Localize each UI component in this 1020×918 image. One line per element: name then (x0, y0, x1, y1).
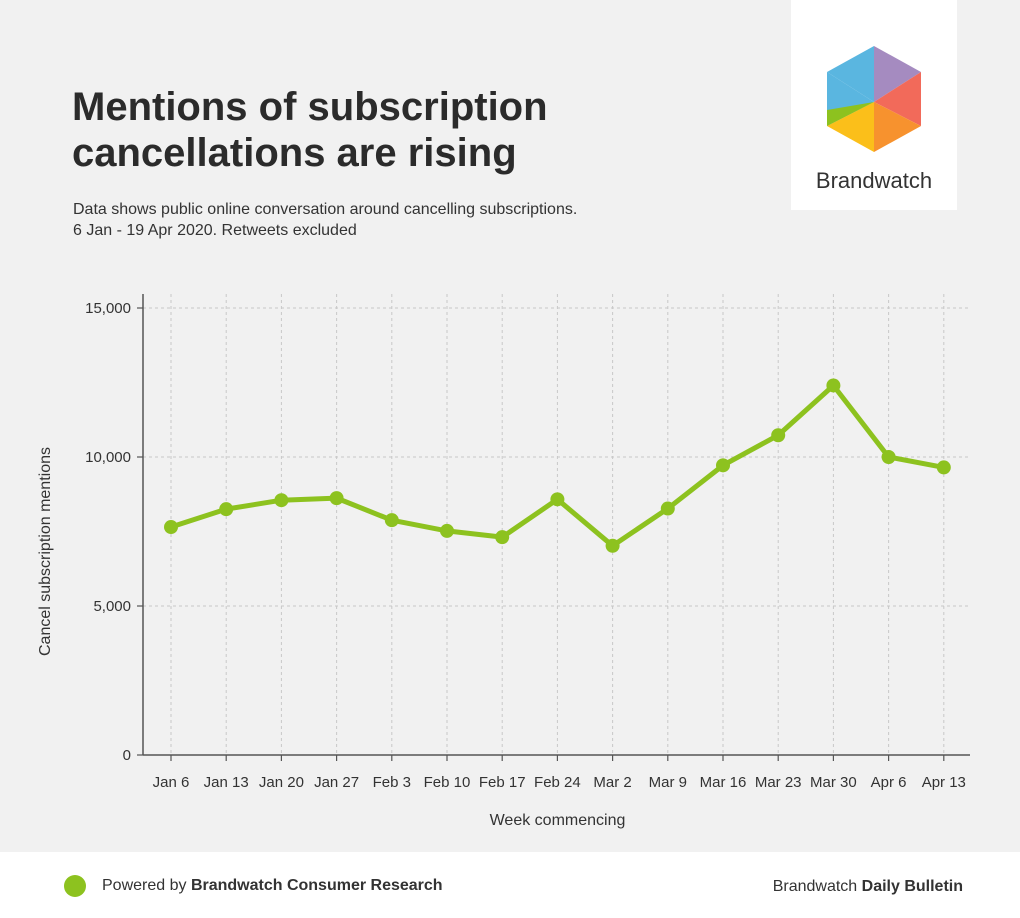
x-tick-label: Apr 13 (922, 774, 966, 791)
data-point (771, 428, 786, 443)
x-tick-label: Apr 6 (871, 774, 907, 791)
data-point (716, 458, 730, 473)
data-point (605, 538, 620, 553)
y-tick-label: 5,000 (93, 598, 131, 615)
footer-left-prefix: Powered by (102, 877, 191, 894)
data-point (826, 378, 841, 393)
title-line-1: Mentions of subscription (72, 85, 548, 129)
y-axis-title: Cancel subscription mentions (37, 447, 54, 656)
data-point (164, 520, 178, 535)
y-tick-label: 10,000 (85, 449, 131, 466)
footer-left-bold: Brandwatch Consumer Research (190, 877, 443, 894)
brand-logo: Brandwatch (791, 0, 957, 210)
line-chart: 0 5,000 10,000 15,000 Jan 6 Jan 13 Jan 20 Jan 2… (37, 294, 970, 829)
subtitle-line-1: Data shows public online conversation ar… (73, 201, 578, 218)
page-title: Mentions of subscription cancellations a… (72, 84, 632, 176)
x-tick-label: Feb 24 (534, 774, 581, 791)
x-tick-label: Jan 27 (314, 774, 359, 791)
x-tick-label: Mar 2 (593, 774, 631, 791)
y-tick-label: 0 (123, 747, 131, 764)
x-tick-label: Feb 17 (479, 774, 526, 791)
data-point (219, 502, 234, 517)
data-point (329, 491, 344, 506)
footer-right-bold: Daily Bulletin (861, 878, 963, 895)
x-tick-label: Mar 9 (649, 774, 687, 791)
data-point (384, 513, 399, 528)
footer-powered-by: Powered by Brandwatch Consumer Research (102, 877, 443, 895)
x-tick-label: Mar 16 (700, 774, 747, 791)
footer: Powered by Brandwatch Consumer Research … (0, 852, 1020, 918)
data-point (550, 492, 565, 507)
x-tick-label: Jan 6 (153, 774, 190, 791)
data-point (274, 493, 289, 508)
y-tick-label: 15,000 (85, 300, 131, 317)
data-point (660, 501, 675, 516)
x-tick-label: Jan 13 (204, 774, 249, 791)
subtitle: Data shows public online conversation ar… (73, 199, 577, 241)
data-point (495, 530, 510, 545)
x-tick-label: Feb 3 (373, 774, 411, 791)
x-axis-title: Week commencing (490, 812, 626, 829)
data-point (881, 450, 896, 464)
data-point (936, 460, 951, 475)
x-tick-label: Feb 10 (424, 774, 471, 791)
brandwatch-hexagon-icon (827, 46, 921, 152)
footer-dot-icon (64, 875, 86, 897)
subtitle-line-2: 6 Jan - 19 Apr 2020. Retweets excluded (73, 222, 357, 239)
brand-logo-text: Brandwatch (815, 168, 933, 193)
data-point (440, 523, 454, 538)
x-tick-label: Mar 30 (810, 774, 857, 791)
footer-bulletin: Brandwatch Daily Bulletin (773, 878, 963, 896)
x-tick-label: Mar 23 (755, 774, 802, 791)
title-line-2: cancellations are rising (72, 131, 517, 175)
footer-right-prefix: Brandwatch (772, 878, 862, 895)
x-tick-label: Jan 20 (259, 774, 304, 791)
